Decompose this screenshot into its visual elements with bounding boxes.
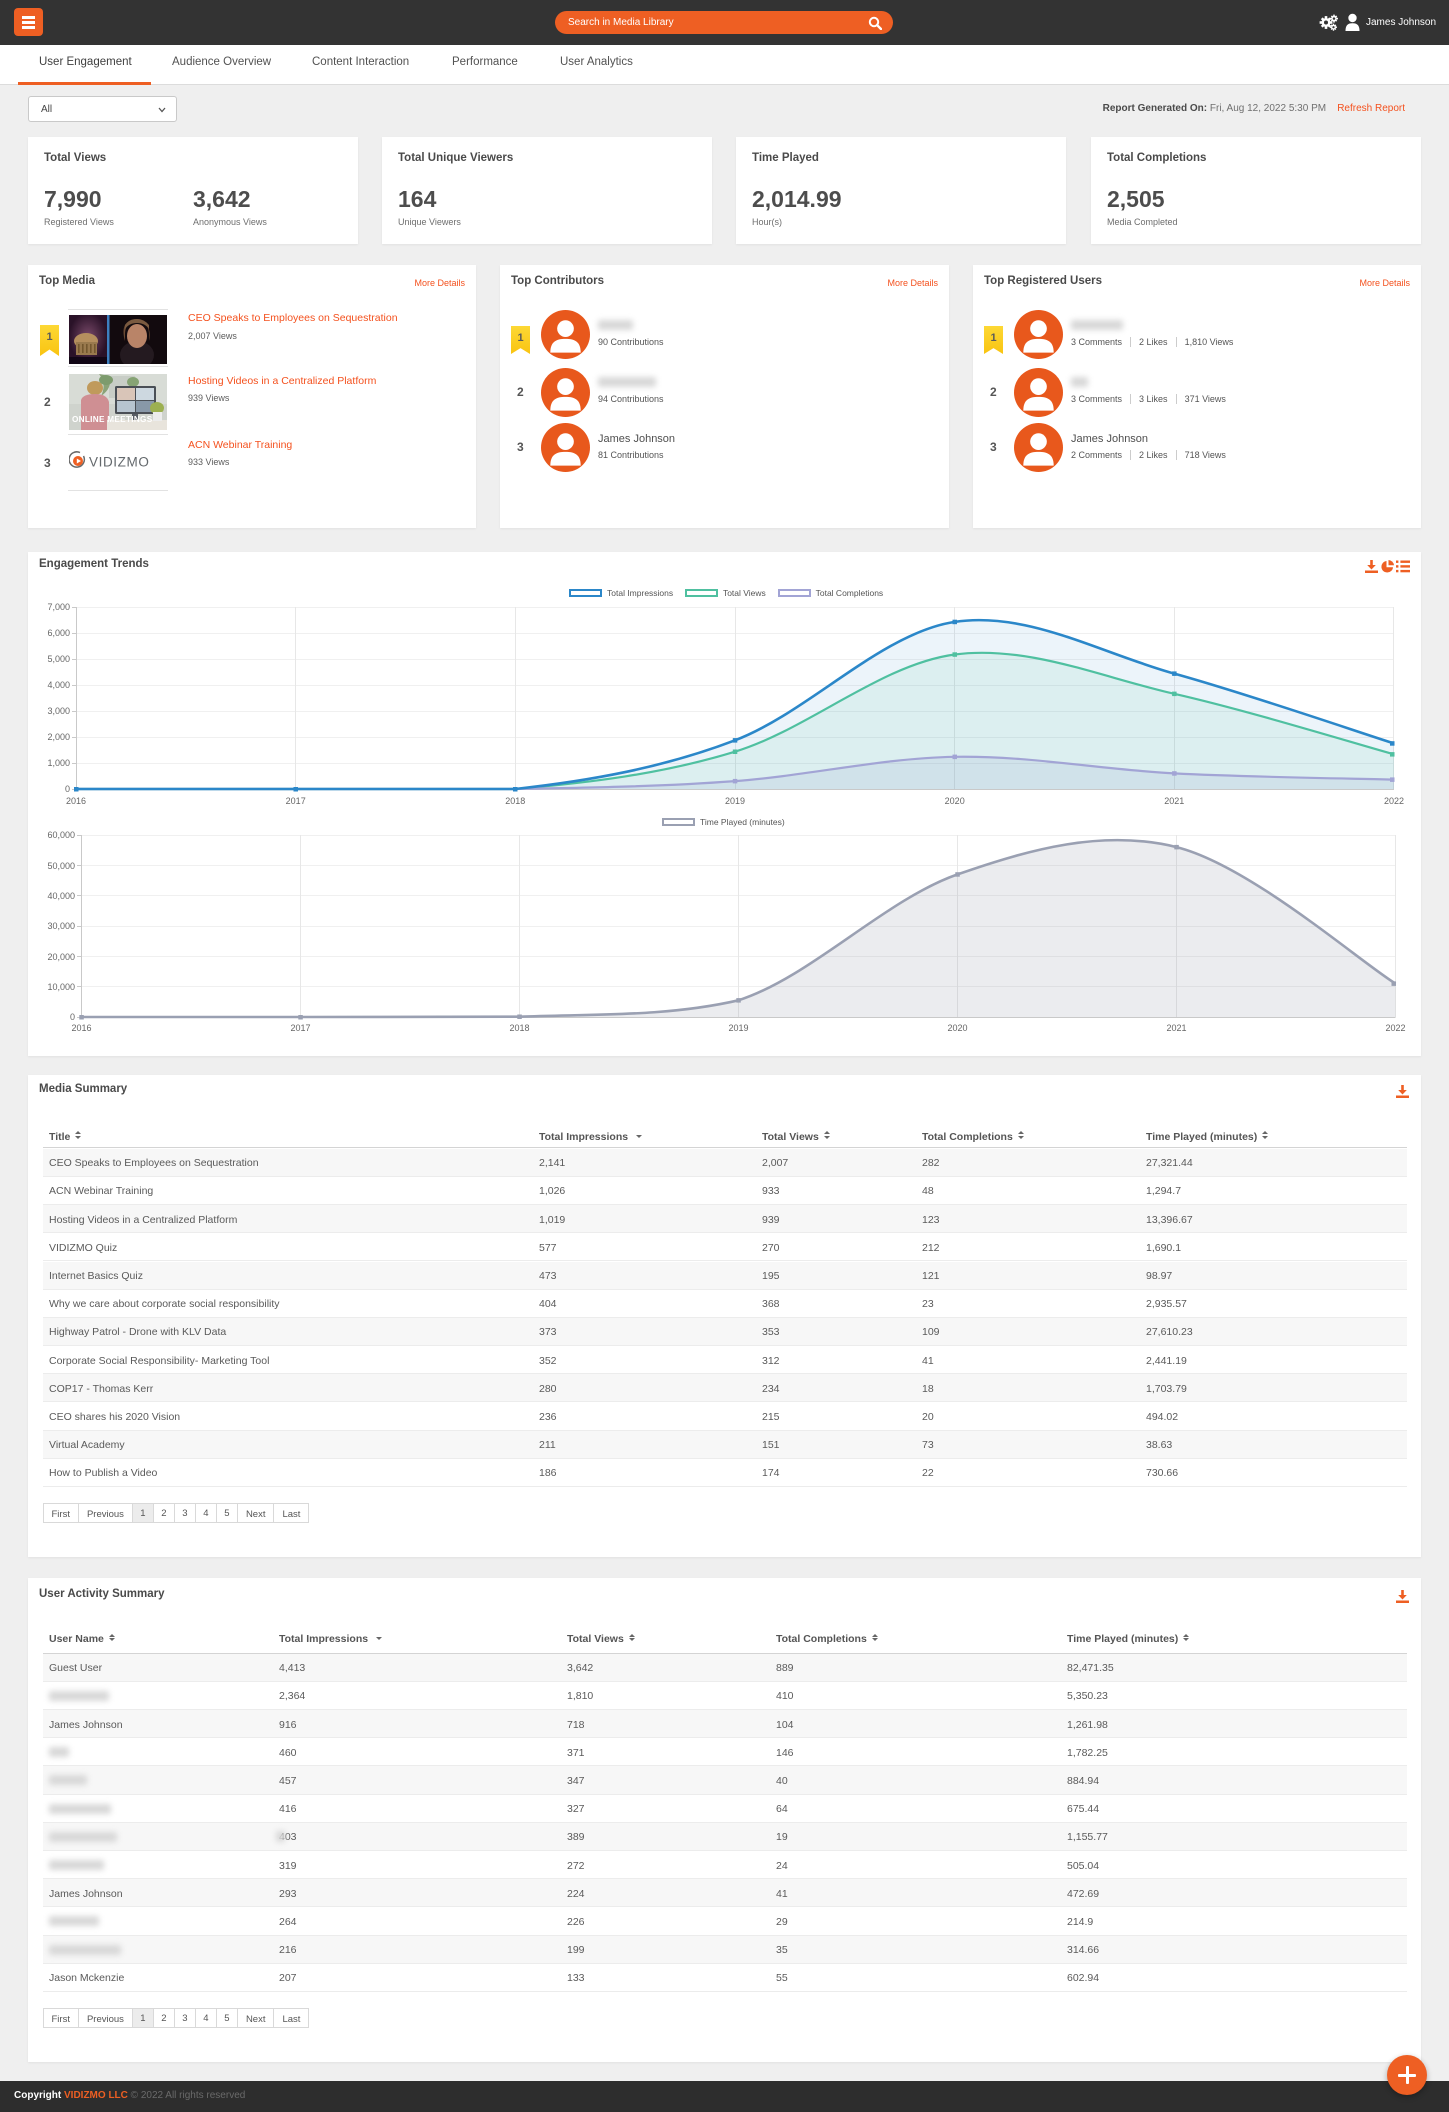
svg-text:ONLINE MEETINGS: ONLINE MEETINGS — [72, 415, 153, 424]
svg-text:VIDIZMO: VIDIZMO — [89, 455, 149, 470]
